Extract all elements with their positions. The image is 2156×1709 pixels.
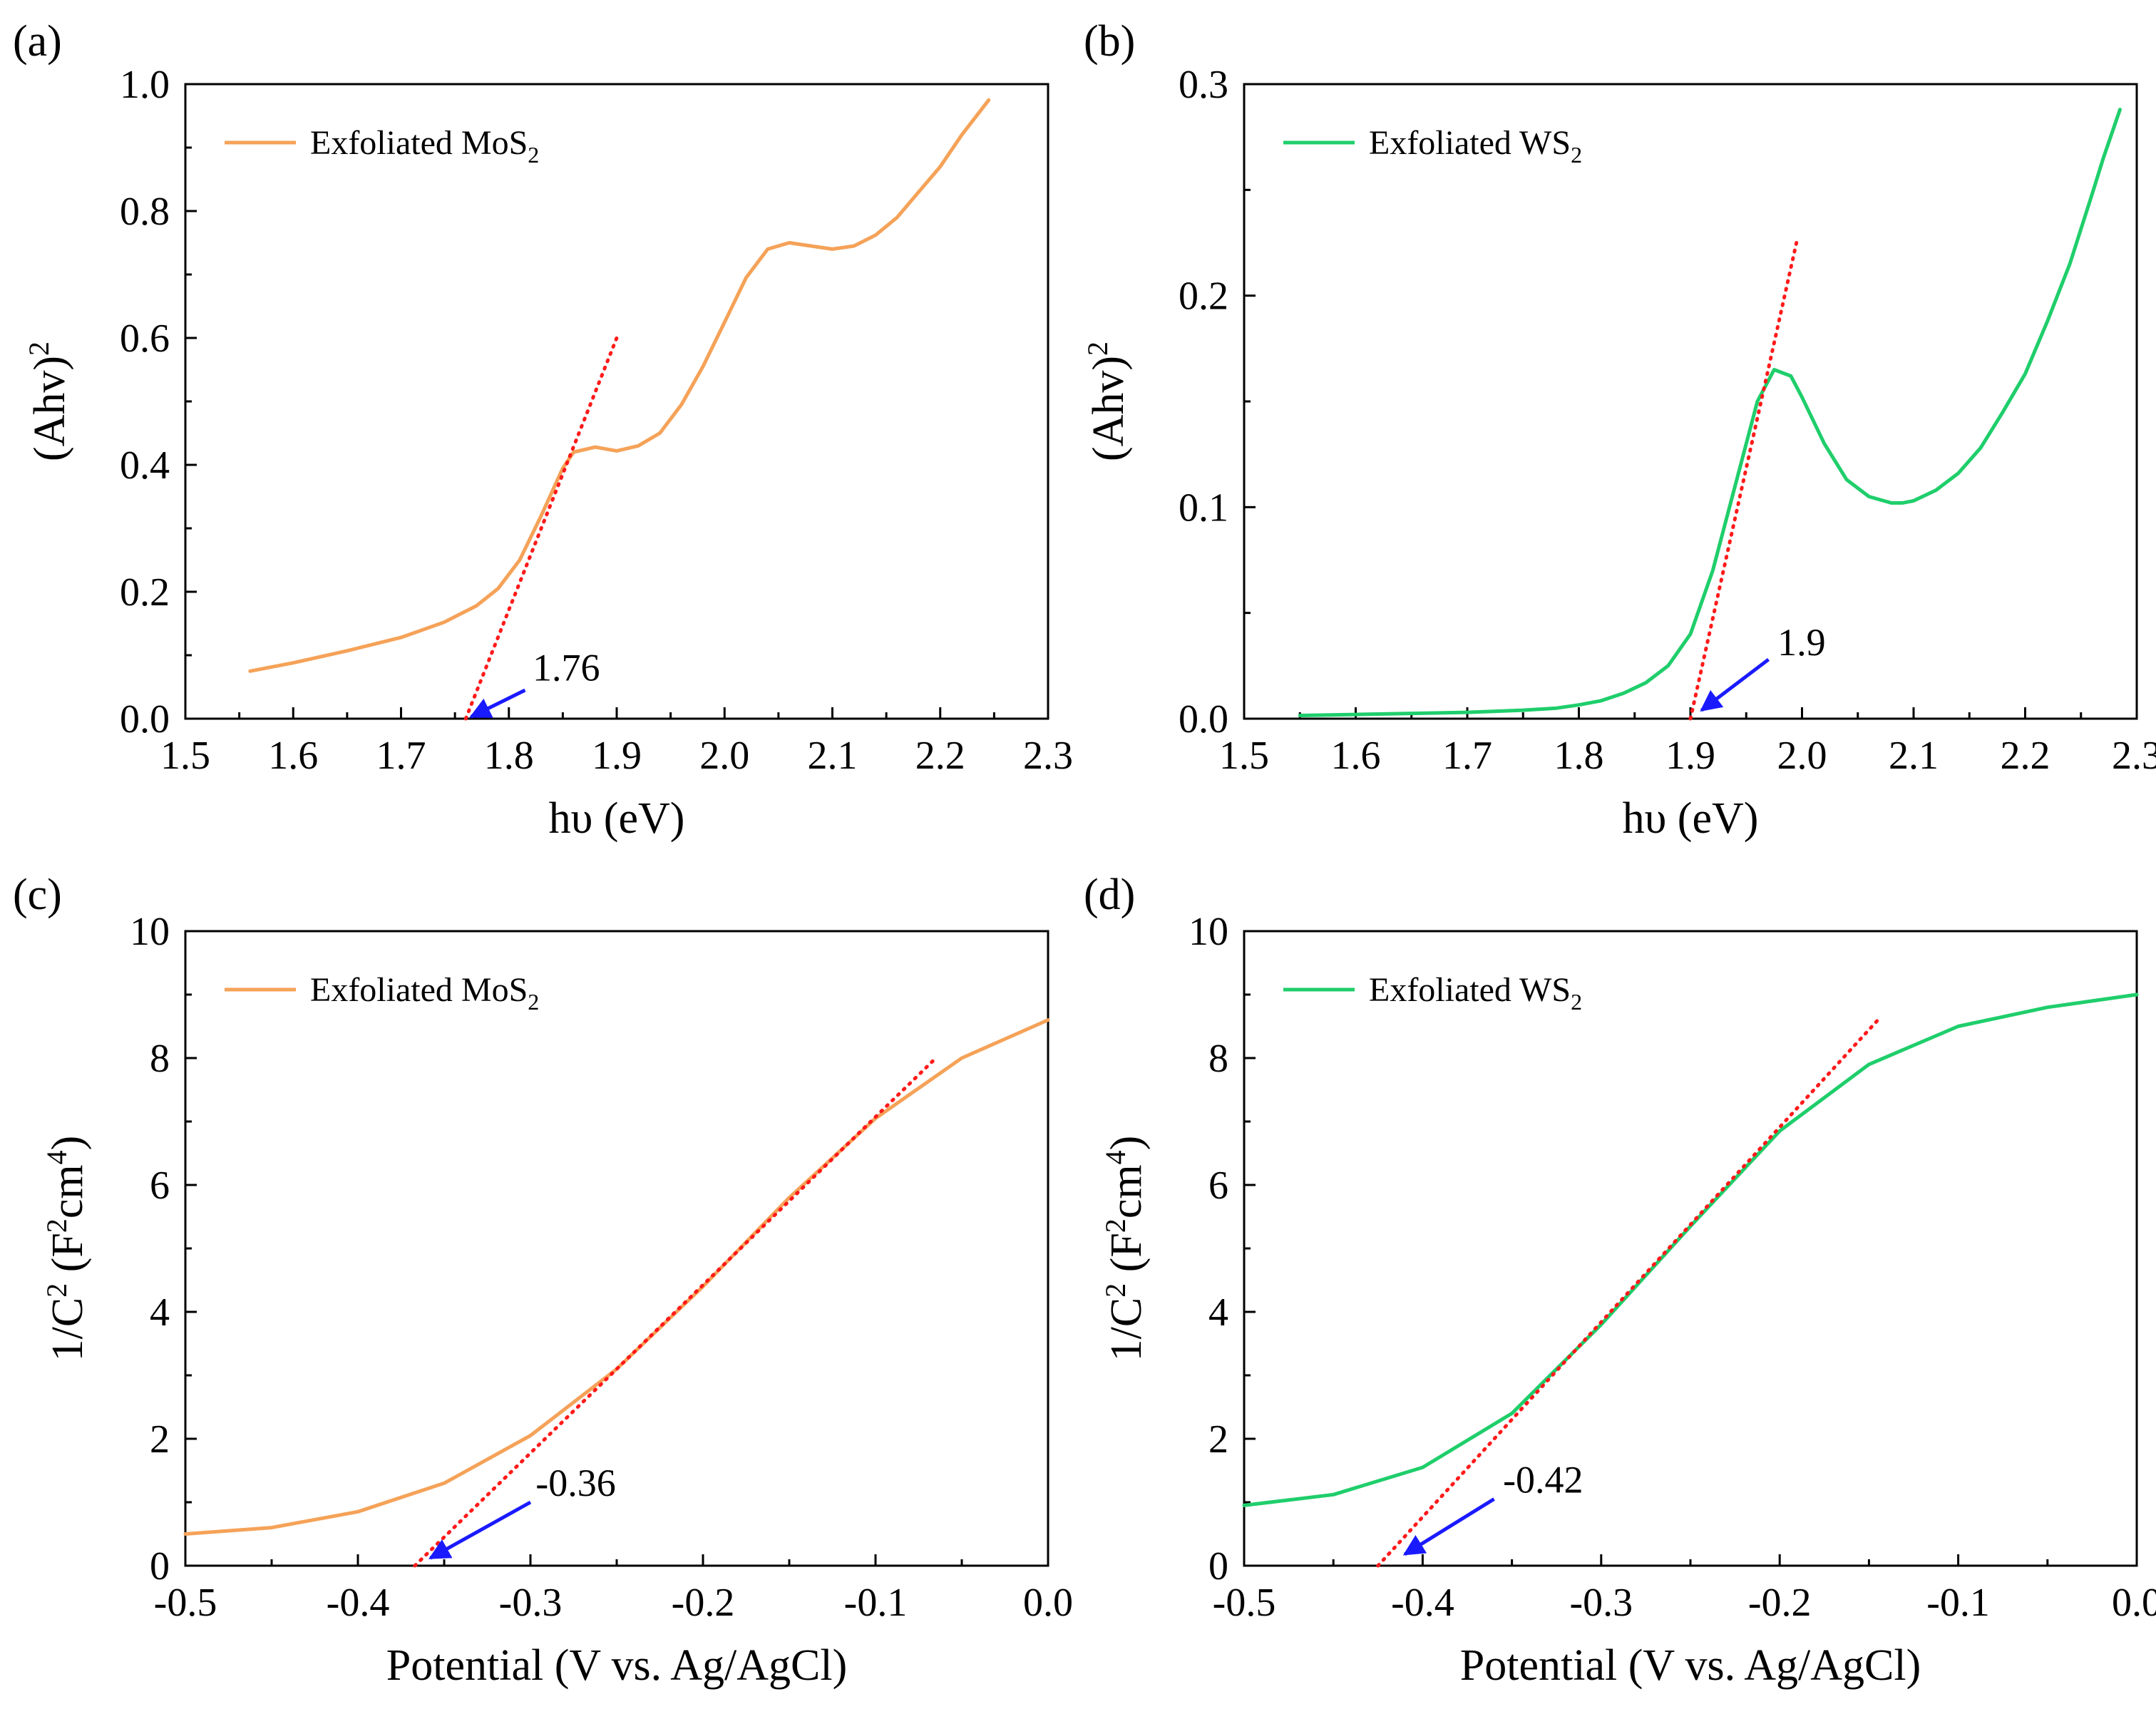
x-tick-label-a: 1.7 xyxy=(376,734,426,778)
y-tick-label-d: 10 xyxy=(1189,910,1228,954)
y-tick-label-a: 0.6 xyxy=(120,317,170,361)
x-tick-label-b: 1.8 xyxy=(1554,734,1604,778)
plot-frame-a xyxy=(184,83,1049,720)
panel-a: (a) 1.5 1.6 1.7 1.8 1.9 2.0 2.1 2.2 2.3 0.0 0.2 0.4… xyxy=(13,17,1073,843)
annotation-arrow-d xyxy=(1402,1497,1495,1556)
panel-label-a: (a) xyxy=(13,17,62,66)
x-tick-label-b: 1.9 xyxy=(1665,734,1715,778)
x-tick-label-b: 1.7 xyxy=(1442,734,1492,778)
legend-label-b: Exfoliated WS2 xyxy=(1369,124,1582,168)
x-tick-label-a: 1.5 xyxy=(160,734,210,778)
y-tick-label-c: 8 xyxy=(150,1037,170,1081)
x-axis-title-a: hυ (eV) xyxy=(549,794,685,843)
y-axis-title-d: 1/C2 (F2cm4) xyxy=(1099,1136,1151,1362)
fit-line-a xyxy=(463,336,619,721)
x-tick-label-a: 2.0 xyxy=(699,734,749,778)
plot-frame-c xyxy=(184,930,1049,1567)
x-tick-label-d: -0.4 xyxy=(1391,1581,1454,1625)
panel-label-c: (c) xyxy=(13,871,62,919)
x-tick-label-a: 1.8 xyxy=(484,734,534,778)
panel-b: (b) 1.5 1.6 1.7 1.8 1.9 2.0 2.1 2.2 2.3 0.0 0.1 0.2… xyxy=(1082,17,2156,843)
x-tick-label-d: 0.0 xyxy=(2112,1581,2156,1625)
x-tick-label-b: 1.6 xyxy=(1331,734,1381,778)
x-tick-label-a: 1.6 xyxy=(268,734,318,778)
x-tick-label-a: 2.3 xyxy=(1023,734,1073,778)
x-tick-label-a: 2.2 xyxy=(915,734,965,778)
x-tick-label-b: 2.1 xyxy=(1889,734,1939,778)
x-axis-title-b: hυ (eV) xyxy=(1623,794,1759,843)
series-line-d xyxy=(1242,992,2139,1507)
panel-label-d: (d) xyxy=(1084,871,1135,919)
y-tick-label-c: 4 xyxy=(150,1290,170,1335)
series-line-b xyxy=(1298,108,2122,717)
y-tick-label-c: 0 xyxy=(150,1544,170,1589)
x-tick-label-d: -0.5 xyxy=(1213,1581,1276,1625)
plot-frame-b xyxy=(1243,83,2138,720)
y-tick-label-c: 2 xyxy=(150,1417,170,1462)
x-axis-title-d: Potential (V vs. Ag/AgCl) xyxy=(1460,1641,1921,1690)
y-tick-label-b: 0.0 xyxy=(1179,697,1228,741)
y-tick-label-a: 0.2 xyxy=(120,570,170,615)
x-tick-label-c: -0.2 xyxy=(672,1581,735,1625)
y-tick-label-d: 0 xyxy=(1208,1544,1228,1589)
y-tick-label-c: 10 xyxy=(130,910,170,954)
annotation-label-b: 1.9 xyxy=(1777,621,1826,664)
x-tick-label-c: -0.5 xyxy=(154,1581,217,1625)
legend-label-a: Exfoliated MoS2 xyxy=(310,124,539,168)
x-tick-label-d: -0.1 xyxy=(1926,1581,1990,1625)
x-tick-label-d: -0.3 xyxy=(1569,1581,1633,1625)
y-tick-label-a: 1.0 xyxy=(120,63,170,107)
plot-frame-d xyxy=(1243,930,2138,1567)
x-tick-label-b: 1.5 xyxy=(1219,734,1269,778)
panel-label-b: (b) xyxy=(1084,17,1135,66)
y-axis-title-a: (Ahv)2 xyxy=(23,342,74,461)
y-tick-label-d: 6 xyxy=(1208,1164,1228,1208)
y-tick-label-d: 4 xyxy=(1208,1290,1228,1335)
annotation-arrow-c xyxy=(428,1500,532,1560)
fit-line-d xyxy=(1376,1018,1880,1568)
y-tick-label-c: 6 xyxy=(150,1164,170,1208)
y-tick-label-d: 2 xyxy=(1208,1417,1228,1462)
x-tick-label-a: 2.1 xyxy=(808,734,858,778)
y-tick-label-a: 0.4 xyxy=(120,443,170,488)
x-axis-title-c: Potential (V vs. Ag/AgCl) xyxy=(386,1641,847,1690)
x-tick-label-c: -0.4 xyxy=(327,1581,390,1625)
x-tick-label-c: -0.1 xyxy=(844,1581,908,1625)
annotation-label-a: 1.76 xyxy=(533,647,600,689)
y-tick-label-b: 0.2 xyxy=(1179,274,1228,319)
panel-c: (c) -0.5 -0.4 -0.3 -0.2 -0.1 0.0 0 2 4 6 8 10 Potent… xyxy=(13,871,1073,1690)
y-tick-label-d: 8 xyxy=(1208,1037,1228,1081)
fit-line-c xyxy=(413,1056,938,1568)
x-tick-label-d: -0.2 xyxy=(1748,1581,1812,1625)
fit-line-b xyxy=(1688,241,1799,721)
annotation-arrow-b xyxy=(1700,657,1770,712)
legend-label-c: Exfoliated MoS2 xyxy=(310,971,539,1015)
y-axis-title-b: (Ahv)2 xyxy=(1082,342,1133,461)
series-line-c xyxy=(183,1018,1050,1536)
y-tick-label-a: 0.0 xyxy=(120,697,170,741)
y-axis-title-c: 1/C2 (F2cm4) xyxy=(41,1136,92,1362)
x-tick-label-c: 0.0 xyxy=(1023,1581,1073,1625)
annotation-arrow-a xyxy=(469,688,526,719)
legend-label-d: Exfoliated WS2 xyxy=(1369,971,1582,1015)
x-tick-label-b: 2.3 xyxy=(2112,734,2156,778)
panel-d: (d) -0.5 -0.4 -0.3 -0.2 -0.1 0.0 0 2 4 6 8 10 Potent… xyxy=(1084,871,2156,1690)
y-tick-label-a: 0.8 xyxy=(120,190,170,234)
annotation-label-c: -0.36 xyxy=(535,1462,615,1504)
annotation-label-d: -0.42 xyxy=(1503,1459,1583,1502)
x-tick-label-a: 1.9 xyxy=(592,734,642,778)
y-tick-label-b: 0.3 xyxy=(1179,63,1228,107)
x-tick-label-b: 2.0 xyxy=(1777,734,1827,778)
y-tick-label-b: 0.1 xyxy=(1179,486,1228,530)
x-tick-label-b: 2.2 xyxy=(2001,734,2050,778)
series-line-a xyxy=(248,98,991,673)
x-tick-label-c: -0.3 xyxy=(499,1581,563,1625)
